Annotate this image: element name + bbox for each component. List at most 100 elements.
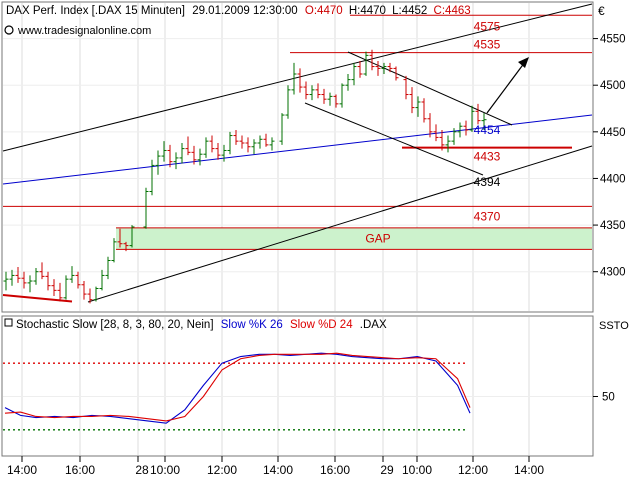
x-tick-label: 12:00 [458, 463, 488, 477]
ohlc-bar [149, 159, 155, 196]
ohlc-bar [33, 267, 39, 285]
ohlc-bar [3, 271, 9, 291]
stochastic-axis-label: SSTO [599, 320, 629, 332]
ohlc-bar [15, 267, 21, 283]
gap-label: GAP [365, 232, 390, 246]
labels-layer: 14:00 16:00 28 10:00 12:00 14:00 16:00 29 10:00 1… [7, 19, 626, 477]
x-tick-label: 16:00 [65, 463, 95, 477]
ohlc-bar [415, 96, 421, 117]
copyright-icon [4, 25, 14, 35]
ohlc-bar [381, 62, 387, 75]
stochastic-title: Stochastic Slow [28, 8, 3, 80, 20, Nein] [16, 319, 214, 331]
ohlc-bar [463, 120, 469, 136]
level-label-4433: 4433 [474, 150, 501, 164]
ohlc-bar [155, 150, 161, 175]
ohlc-bar [117, 228, 123, 248]
ohlc-bar [297, 68, 303, 93]
ohlc-bar [185, 136, 191, 156]
ohlc-bar [439, 129, 445, 151]
x-tick-label: 14:00 [7, 463, 37, 477]
ohlc-bar [257, 135, 263, 149]
ohlc-bar [303, 81, 309, 100]
price-tick-label: 4550 [600, 34, 626, 46]
ohlc-bar [333, 94, 339, 108]
header-datetime: 29.01.2009 12:30:00 [192, 5, 298, 17]
ohlc-bar [239, 135, 245, 149]
level-label-4394: 4394 [474, 175, 501, 189]
ohlc-bar [63, 275, 69, 300]
x-tick-label: 28 [135, 463, 149, 477]
descending-channel-lower [304, 102, 484, 176]
price-panel-frame [1, 1, 594, 313]
ohlc-bar [269, 137, 275, 151]
level-label-4454: 4454 [474, 123, 501, 137]
ohlc-bar [99, 269, 105, 291]
ohlc-bar [81, 281, 87, 300]
breakout-arrow-head [518, 57, 529, 68]
ohlc-bar [321, 88, 327, 104]
ohlc-bar [233, 129, 239, 145]
x-tick-label: 14:00 [514, 463, 544, 477]
ohlc-bar [409, 87, 415, 114]
price-tick-label: 4500 [600, 80, 626, 92]
ohlc-bar [357, 60, 363, 78]
ohlc-bar [251, 139, 257, 155]
channel-lower-line [87, 145, 593, 303]
level-label-4575: 4575 [474, 19, 501, 33]
level-label-4370: 4370 [474, 209, 501, 223]
price-tick-label: 4400 [600, 173, 626, 185]
header-open: O:4470 [305, 5, 343, 17]
ohlc-bar [143, 187, 149, 229]
ohlc-bar [21, 271, 27, 289]
x-tick-label: 29 [380, 463, 394, 477]
chart-header: DAX Perf. Index [.DAX 15 Minuten] 29.01.… [6, 5, 471, 17]
x-tick-label: 12:00 [207, 463, 237, 477]
ohlc-bars [3, 49, 487, 304]
ohlc-bar [351, 62, 357, 86]
ohlc-bar [75, 271, 81, 289]
ohlc-bar [191, 145, 197, 165]
ohlc-bar [475, 103, 481, 125]
ohlc-bar [469, 105, 475, 132]
ohlc-bar [315, 83, 321, 99]
channel-upper-line [2, 3, 593, 152]
price-tick-label: 4300 [600, 267, 626, 279]
ohlc-bar [375, 60, 381, 76]
stochastic-lines [3, 352, 471, 431]
ohlc-bar [93, 286, 99, 302]
ohlc-bar [167, 144, 173, 168]
ohlc-bar [221, 144, 227, 162]
ohlc-bar [161, 141, 167, 162]
ohlc-bar [457, 122, 463, 138]
ohlc-bar [45, 271, 51, 291]
ohlc-bar [451, 128, 457, 145]
ohlc-bar [173, 152, 179, 170]
stochastic-panel-frame [1, 315, 594, 457]
ohlc-bar [27, 275, 33, 293]
ohlc-bar [57, 282, 63, 302]
stochastic-d-legend: Slow %D 24 [290, 319, 353, 331]
zones-layer [116, 227, 592, 250]
ohlc-bar [209, 135, 215, 153]
ohlc-bar [427, 113, 433, 138]
stochastic-k-legend: Slow %K 26 [221, 319, 283, 331]
ohlc-bar [105, 256, 111, 280]
ohlc-bar [279, 113, 285, 145]
ohlc-bar [69, 266, 75, 283]
ohlc-bar [129, 225, 135, 248]
header-close: C:4463 [434, 5, 471, 17]
price-tick-label: 4350 [600, 220, 626, 232]
header-low: L:4452 [392, 5, 427, 17]
website-label: www.tradesignalonline.com [17, 25, 151, 37]
price-tick-label: 4450 [600, 127, 626, 139]
breakout-arrow-shaft [486, 61, 526, 114]
stochastic-symbol: .DAX [360, 319, 387, 331]
level-label-4535: 4535 [474, 38, 501, 52]
grid-lines [3, 3, 598, 462]
ohlc-bar [387, 62, 393, 73]
ohlc-bar [481, 113, 487, 130]
ohlc-bar [403, 75, 409, 100]
stochastic-toggle-icon[interactable] [4, 318, 13, 327]
